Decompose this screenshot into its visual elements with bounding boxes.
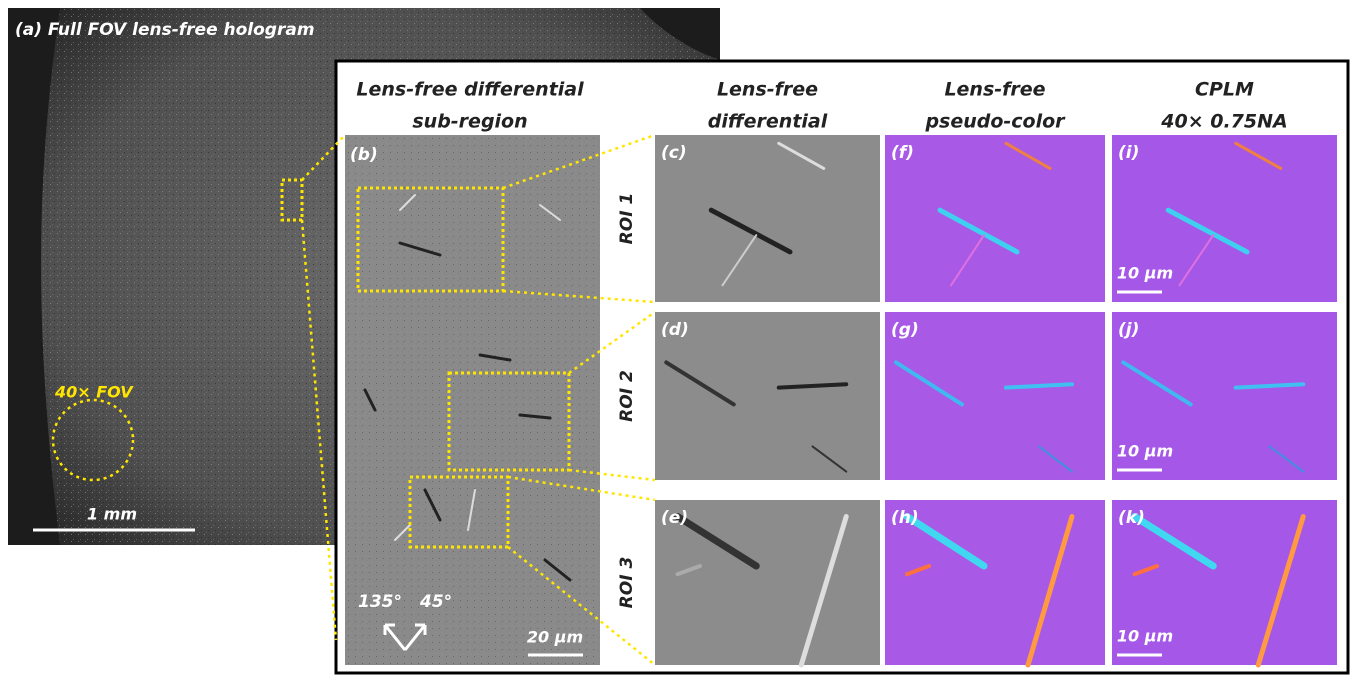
panel-label: (e) xyxy=(661,508,688,528)
column-header: differential xyxy=(708,111,828,133)
column-header: CPLM xyxy=(1195,79,1254,101)
figure: (a) Full FOV lens-free hologram 40× FOV … xyxy=(0,0,1350,675)
column-header: pseudo-color xyxy=(924,111,1066,133)
scale-bar-label: 1 mm xyxy=(87,505,137,524)
panel-label: (c) xyxy=(661,143,687,163)
panel-label: (h) xyxy=(891,508,919,528)
image-panel xyxy=(655,312,880,480)
panel-label: (b) xyxy=(350,145,378,165)
scale-bar-label: 20 µm xyxy=(527,628,583,647)
column-header: sub-region xyxy=(412,111,527,133)
scale-bar-label: 10 µm xyxy=(1117,264,1173,283)
fov-label: 40× FOV xyxy=(54,383,134,402)
panel-grid: Lens-free differential Lens-free pseudo-col… xyxy=(617,79,1337,666)
panel-label: (k) xyxy=(1118,508,1145,528)
column-header: 40× 0.75NA xyxy=(1160,111,1287,133)
panel-b: (b) 135° 45° 20 µm xyxy=(345,135,600,665)
panel-label: (j) xyxy=(1118,320,1139,340)
column-header: Lens-free xyxy=(717,79,818,101)
roi-label: ROI 3 xyxy=(617,557,637,609)
scale-bar-label: 10 µm xyxy=(1117,442,1173,461)
angle-label: 135° xyxy=(358,592,402,612)
angle-label: 45° xyxy=(419,592,452,612)
panel-label: (i) xyxy=(1118,143,1139,163)
image-panel xyxy=(885,135,1105,302)
panel-label: (f) xyxy=(891,143,914,163)
roi-label: ROI 2 xyxy=(617,370,637,422)
panel-a-title: (a) Full FOV lens-free hologram xyxy=(15,20,315,40)
panel-label: (d) xyxy=(661,320,689,340)
panel-label: (g) xyxy=(891,320,919,340)
image-panel xyxy=(655,135,880,302)
scale-bar-label: 10 µm xyxy=(1117,627,1173,646)
roi-label: ROI 1 xyxy=(617,193,637,245)
column-header: Lens-free xyxy=(944,79,1045,101)
column-header: Lens-free differential xyxy=(356,79,584,101)
